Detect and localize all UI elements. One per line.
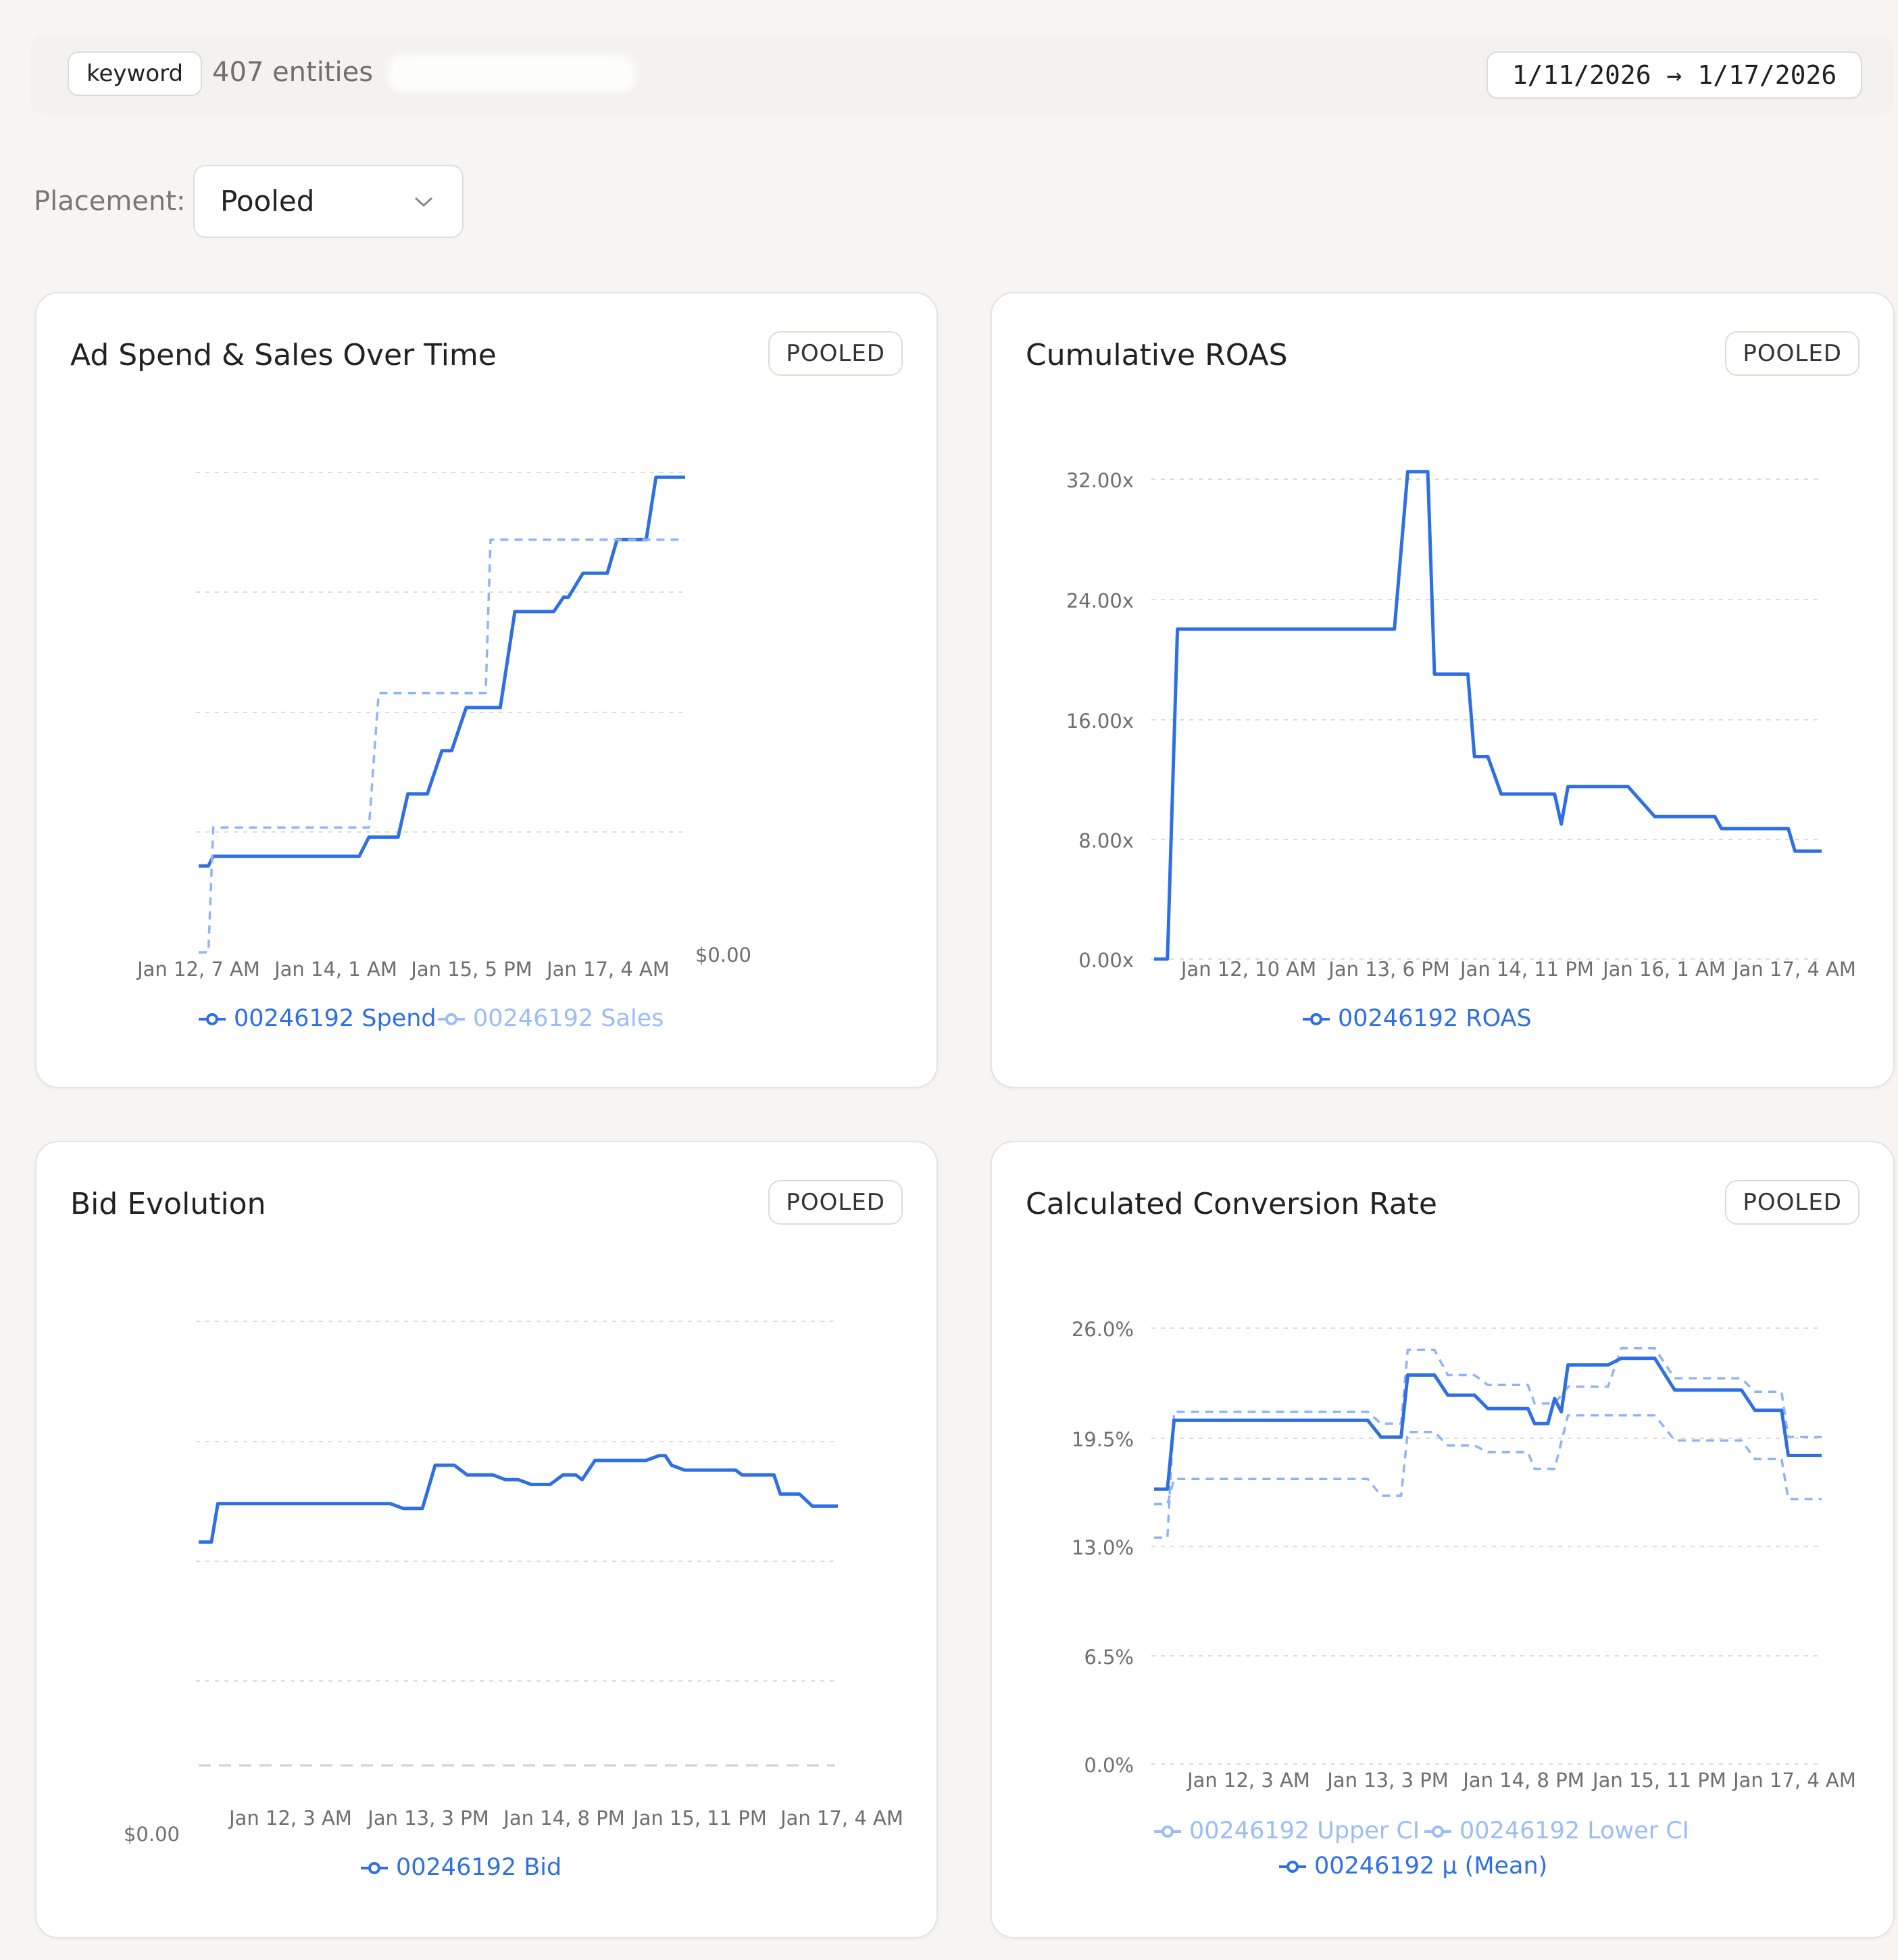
- pooled-badge: POOLED: [1725, 1180, 1859, 1225]
- placement-label: Placement:: [34, 186, 186, 217]
- x-tick-label: Jan 13, 3 PM: [366, 1807, 489, 1830]
- conversion-chart[interactable]: 26.0% 19.5% 13.0% 6.5% 0.0% Jan 12, 3 AM Jan 1…: [992, 1142, 1896, 1940]
- x-tick-label: Jan 12, 3 AM: [228, 1807, 352, 1830]
- chevron-down-icon: [414, 197, 433, 207]
- y-tick-label: 16.00x: [1066, 710, 1134, 733]
- x-tick-label: Jan 12, 7 AM: [136, 958, 260, 981]
- x-tick-label: Jan 13, 6 PM: [1327, 958, 1449, 981]
- y-tick-label: 24.00x: [1066, 589, 1134, 612]
- legend-label: 00246192 μ (Mean): [1314, 1853, 1547, 1880]
- x-tick-label: Jan 16, 1 AM: [1601, 958, 1726, 981]
- legend-marker-icon: [1287, 1861, 1299, 1873]
- placement-select[interactable]: Pooled: [193, 165, 464, 238]
- y-tick-label: 0.00x: [1078, 949, 1134, 972]
- legend-label: 00246192 Bid: [396, 1854, 561, 1881]
- x-tick-label: Jan 17, 4 AM: [1732, 1769, 1856, 1792]
- redacted-text: [386, 54, 636, 93]
- x-tick-label: Jan 13, 3 PM: [1326, 1769, 1448, 1792]
- y-tick-label: $0.00: [124, 1823, 180, 1846]
- legend-label: 00246192 Spend: [234, 1005, 436, 1032]
- legend-marker-icon: [445, 1013, 457, 1025]
- legend-label: 00246192 Upper CI: [1189, 1817, 1420, 1844]
- y-tick-label: $0.00: [695, 944, 751, 966]
- legend-marker-icon: [1310, 1013, 1322, 1025]
- x-tick-label: Jan 17, 4 AM: [545, 958, 670, 981]
- card-title: Bid Evolution: [70, 1187, 266, 1221]
- y-tick-label: 19.5%: [1072, 1428, 1134, 1451]
- y-tick-label: 32.00x: [1066, 469, 1134, 492]
- series-line: [1154, 1356, 1822, 1491]
- spend-sales-chart[interactable]: $0.00 Jan 12, 7 AM Jan 14, 1 AM Jan 15, 5 P…: [36, 293, 939, 1089]
- legend-label: 00246192 Lower CI: [1459, 1817, 1689, 1844]
- x-tick-label: Jan 12, 10 AM: [1180, 958, 1316, 981]
- chart-card-spend-sales: Ad Spend & Sales Over Time POOLED $0.00 J…: [35, 292, 938, 1088]
- series-line: [1154, 1347, 1822, 1539]
- y-tick-label: 8.00x: [1078, 829, 1134, 852]
- date-range-picker[interactable]: 1/11/2026 → 1/17/2026: [1487, 51, 1862, 99]
- legend-marker-icon: [206, 1013, 218, 1025]
- pooled-badge: POOLED: [768, 331, 903, 376]
- x-tick-label: Jan 14, 1 AM: [273, 958, 397, 981]
- legend-marker-icon: [1432, 1826, 1444, 1838]
- y-tick-label: 13.0%: [1072, 1536, 1134, 1559]
- y-tick-label: 26.0%: [1072, 1318, 1134, 1341]
- card-title: Calculated Conversion Rate: [1026, 1187, 1437, 1221]
- card-title: Ad Spend & Sales Over Time: [70, 338, 497, 372]
- pooled-badge: POOLED: [1725, 331, 1859, 376]
- roas-chart[interactable]: 32.00x 24.00x 16.00x 8.00x 0.00x Jan 12, 10 A…: [992, 293, 1896, 1089]
- series-line: [199, 1454, 838, 1544]
- x-tick-label: Jan 14, 8 PM: [502, 1807, 624, 1830]
- legend-label: 00246192 ROAS: [1338, 1005, 1532, 1032]
- x-tick-label: Jan 17, 4 AM: [1732, 958, 1856, 981]
- x-tick-label: Jan 17, 4 AM: [779, 1807, 903, 1830]
- chart-card-bid: Bid Evolution POOLED $0.00 Jan 12, 3 AM Ja…: [35, 1141, 938, 1938]
- card-title: Cumulative ROAS: [1026, 338, 1288, 372]
- y-tick-label: 0.0%: [1084, 1754, 1134, 1777]
- entity-type-badge[interactable]: keyword: [68, 51, 203, 96]
- x-tick-label: Jan 15, 5 PM: [409, 958, 532, 981]
- legend-marker-icon: [1162, 1826, 1174, 1838]
- x-tick-label: Jan 15, 11 PM: [1591, 1769, 1726, 1792]
- x-tick-label: Jan 15, 11 PM: [632, 1807, 767, 1830]
- x-tick-label: Jan 14, 8 PM: [1462, 1769, 1584, 1792]
- series-line: [1154, 470, 1822, 961]
- y-tick-label: 6.5%: [1084, 1646, 1134, 1669]
- chart-card-conversion: Calculated Conversion Rate POOLED 26.0% 1…: [991, 1141, 1895, 1938]
- series-line: [1154, 1414, 1822, 1506]
- chart-card-roas: Cumulative ROAS POOLED 32.00x 24.00x 16.00…: [991, 292, 1895, 1088]
- entity-count: 407 entities: [212, 57, 374, 88]
- legend-marker-icon: [368, 1862, 380, 1874]
- x-tick-label: Jan 14, 11 PM: [1459, 958, 1594, 981]
- x-tick-label: Jan 12, 3 AM: [1186, 1769, 1310, 1792]
- legend-label: 00246192 Sales: [473, 1005, 664, 1032]
- series-line: [199, 538, 685, 954]
- series-line: [199, 475, 685, 868]
- bid-chart[interactable]: $0.00 Jan 12, 3 AM Jan 13, 3 PM Jan 14, 8 P…: [36, 1142, 939, 1940]
- placement-select-value: Pooled: [220, 185, 315, 218]
- pooled-badge: POOLED: [768, 1180, 903, 1225]
